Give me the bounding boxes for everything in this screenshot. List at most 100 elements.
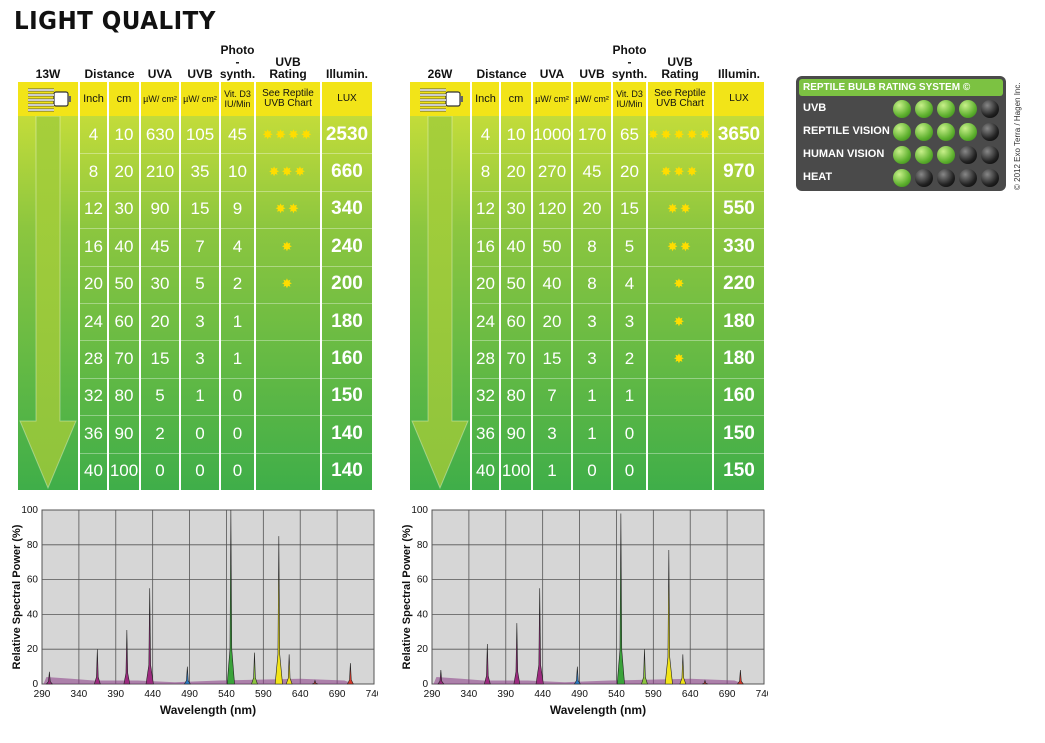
spectral-peak: [573, 666, 581, 685]
column-divider: [219, 82, 221, 490]
row-divider: [472, 340, 764, 342]
cell-lux: 180: [723, 310, 755, 332]
cell-lux: 150: [723, 460, 755, 482]
cell-uvb: 5: [195, 274, 205, 294]
row-divider: [472, 153, 764, 155]
spectral-peak: [535, 588, 544, 685]
column-divider: [320, 82, 322, 490]
cell-cm: 70: [506, 349, 526, 369]
copyright-note: © 2012 Exo Terra / Hagen Inc.: [1013, 40, 1027, 200]
cell-uva: 20: [542, 311, 562, 331]
cell-cm: 50: [506, 274, 526, 294]
legend-row-label: UVB: [803, 102, 827, 114]
cell-inch: 4: [480, 124, 491, 144]
see-chart-note: See Reptile UVB Chart: [262, 88, 314, 109]
cell-uva: 0: [155, 461, 165, 481]
row-divider: [80, 303, 372, 304]
spectral-peak: [664, 550, 673, 685]
cell-d3: 20: [620, 162, 639, 182]
cm-subheader: cm: [116, 93, 132, 105]
cell-uva: 2: [155, 423, 165, 443]
cell-cm: 90: [506, 423, 526, 443]
cell-lux: 160: [723, 385, 755, 407]
cell-d3: 45: [228, 124, 247, 144]
spectral-peak: [641, 649, 648, 685]
cell-stars: ✸✸✸✸: [262, 126, 314, 142]
cell-inch: 28: [84, 349, 103, 369]
cell-stars: ✸: [281, 238, 295, 254]
column-divider: [179, 82, 181, 490]
row-divider: [472, 190, 764, 192]
spectral-peak: [226, 509, 235, 685]
cell-inch: 16: [84, 236, 103, 256]
rating-dot-off: [937, 169, 955, 187]
cell-d3: 9: [232, 199, 243, 219]
cell-lux: 3650: [717, 123, 761, 145]
uva-unit: µW/ cm²: [143, 94, 177, 104]
spectral-peak: [45, 671, 53, 685]
row-divider: [472, 452, 764, 454]
cell-uvb: 0: [195, 461, 205, 481]
cell-lux: 970: [723, 161, 755, 183]
uvb-header: UVB: [579, 67, 605, 81]
unit-row: [18, 82, 372, 116]
cell-stars: [256, 340, 320, 377]
x-tick-label: 740: [366, 689, 378, 700]
rating-dot-on: [893, 169, 911, 187]
y-tick-label: 60: [417, 575, 429, 586]
spectral-peak: [123, 630, 131, 685]
y-tick-label: 100: [411, 505, 428, 516]
rating-dot-on: [893, 146, 911, 164]
legend-row: REPTILE VISION: [799, 121, 1003, 143]
cell-d3: 0: [624, 423, 635, 443]
photo-synth-header: Photo -synth.: [611, 43, 648, 81]
y-tick-label: 0: [32, 679, 38, 690]
cell-stars: ✸: [673, 276, 687, 292]
rating-dot-on: [959, 100, 977, 118]
cell-stars: ✸: [673, 313, 687, 329]
uva-header: UVA: [147, 67, 173, 81]
row-divider: [472, 265, 764, 267]
spectral-peak: [513, 623, 521, 685]
rating-dot-on: [937, 123, 955, 141]
rating-dot-on: [893, 100, 911, 118]
x-tick-label: 390: [497, 689, 514, 700]
cell-d3: 4: [232, 236, 243, 256]
spectral-chart-13w: 290 340 390 440 490 540 590 640 690 740 0 20 40 60 80 1…: [11, 505, 378, 717]
x-tick-label: 440: [144, 689, 161, 700]
cell-cm: 80: [506, 386, 526, 406]
rating-dot-off: [981, 100, 999, 118]
x-tick-label: 640: [682, 689, 699, 700]
legend-row-label: HUMAN VISION: [803, 148, 885, 160]
column-divider: [499, 82, 501, 490]
cell-lux: 200: [331, 273, 363, 295]
cell-cm: 100: [109, 461, 139, 481]
cell-cm: 10: [506, 124, 526, 144]
cell-uvb: 0: [195, 423, 205, 443]
see-chart-note: See Reptile UVB Chart: [654, 88, 706, 109]
x-axis-label: Wavelength (nm): [160, 703, 256, 717]
cell-lux: 180: [331, 310, 363, 332]
column-divider: [254, 82, 256, 490]
rating-dot-on: [915, 146, 933, 164]
cell-stars: ✸✸✸: [660, 164, 700, 180]
cell-uvb: 3: [587, 349, 597, 369]
cell-inch: 40: [476, 461, 495, 481]
table-body: [410, 116, 764, 490]
cell-cm: 10: [114, 124, 134, 144]
distance-arrow-icon: [19, 116, 77, 490]
cell-inch: 20: [84, 274, 103, 294]
illumination-header: Illumin.: [326, 67, 368, 81]
cell-stars: ✸: [673, 351, 687, 367]
rating-dot-on: [937, 100, 955, 118]
x-tick-label: 390: [107, 689, 124, 700]
x-tick-label: 540: [218, 689, 235, 700]
spectral-peak: [311, 679, 319, 685]
cell-lux: 140: [331, 422, 363, 444]
x-tick-label: 690: [719, 689, 736, 700]
cell-uvb: 0: [587, 461, 597, 481]
uvb-rating-header: UVB Rating: [269, 55, 307, 81]
cell-uva: 5: [155, 386, 165, 406]
page-title: LIGHT QUALITY: [14, 6, 216, 35]
cell-lux: 220: [723, 273, 755, 295]
